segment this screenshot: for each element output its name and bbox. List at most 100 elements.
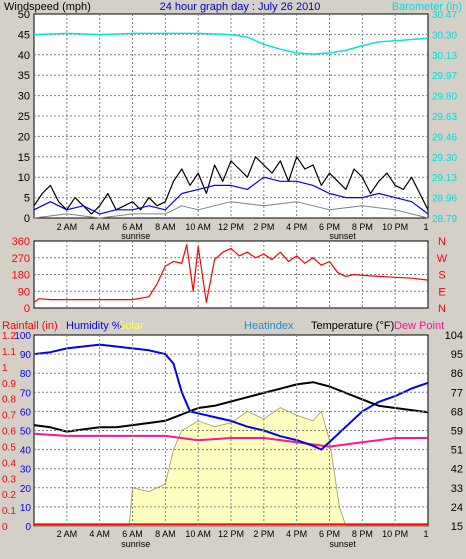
x-tick-label: 4 PM [286,529,307,539]
temperature-y-tick: 104 [445,330,463,342]
wind-y-tick: 50 [18,9,30,21]
wind-y-tick: 0 [24,213,30,225]
barometer-y-tick: 29.63 [432,112,457,123]
humidity-y-tick: 40 [20,446,32,457]
compass-y-tick: W [437,253,448,265]
rain-y-tick: 0.7 [2,411,16,422]
x-tick-label: 12 PM [218,529,244,539]
temperature-y-tick: 95 [451,349,463,361]
legend-solar: Solar [118,320,144,332]
barometer-line [33,32,429,55]
x-tick-label: 1 [423,529,428,539]
temperature-y-tick: 86 [451,368,463,380]
barometer-y-tick: 29.80 [432,92,457,103]
temperature-y-tick: 51 [451,445,463,457]
sunset-label: sunset [329,539,356,549]
rain-y-tick: 1.2 [2,331,16,342]
x-tick-label: 8 PM [352,222,373,232]
humidity-y-tick: 20 [20,484,32,495]
x-tick-label: 6 PM [319,222,340,232]
direction-y-tick: 90 [18,286,30,298]
direction-y-tick: 270 [12,253,30,265]
barometer-y-tick: 29.46 [432,132,457,143]
humidity-y-tick: 50 [20,427,32,438]
x-tick-label: 10 PM [382,529,408,539]
panel3-legend: Rainfall (in) Humidity % Solar Heatindex… [2,320,444,332]
temperature-y-tick: 33 [451,483,463,495]
x-tick-label: 10 AM [185,529,211,539]
x-tick-label: 2 AM [57,222,78,232]
wind-y-tick: 40 [18,50,30,62]
compass-y-tick: E [438,286,445,298]
barometer-y-tick: 29.30 [432,153,457,164]
x-tick-label: 12 PM [218,222,244,232]
barometer-y-tick: 29.97 [432,71,457,82]
compass-y-tick: N [438,303,446,315]
wind-average-line [33,176,429,215]
x-tick-label: 6 PM [319,529,340,539]
legend-heatindex: Heatindex [244,320,294,332]
rain-y-tick: 0.2 [2,490,16,501]
compass-y-tick: S [438,270,445,282]
humidity-y-tick: 80 [20,369,32,380]
direction-grid [34,241,428,308]
legend-rainfall: Rainfall (in) [2,320,58,332]
direction-y-tick: 360 [12,236,30,248]
x-tick-label: 1 [423,222,428,232]
barometer-axis-title: Barometer (in) [392,1,462,13]
temperature-y-tick: 77 [451,387,463,399]
humidity-y-tick: 100 [14,331,31,342]
wind-y-tick: 5 [24,193,30,205]
barometer-y-tick: 28.96 [432,194,457,205]
compass-y-tick: N [438,236,446,248]
direction-series [33,244,429,303]
barometer-y-tick: 30.13 [432,51,457,62]
x-tick-label: 4 AM [89,222,110,232]
wind-series [33,32,429,219]
humidity-y-tick: 0 [25,522,31,533]
temperature-y-tick: 42 [451,464,463,476]
humidity-y-tick: 10 [20,503,32,514]
rain-y-tick: 0.8 [2,395,16,406]
rain-y-tick: 0.3 [2,474,16,485]
wind-direction-line [33,244,429,303]
x-tick-label: 2 PM [253,529,274,539]
rain-y-tick: 0.1 [2,506,16,517]
wind-y-tick: 30 [18,91,30,103]
legend-temperature: Temperature (°F) [311,320,394,332]
temperature-y-tick: 59 [451,426,463,438]
wind-y-tick: 20 [18,131,30,143]
wind-min-line [33,201,429,219]
barometer-y-tick: 28.79 [432,214,457,225]
x-tick-label: 2 AM [57,529,78,539]
temperature-y-tick: 15 [451,521,463,533]
humidity-line [33,343,429,451]
temperature-tick-labels: 0 0.1 0.2 0.3 0.4 0.5 0.6 0.7 0.8 0.9 1 1.1 1.2 0 10 20… [2,330,463,549]
sunset-label: sunset [329,231,356,241]
x-tick-label: 10 PM [382,222,408,232]
barometer-y-tick: 30.30 [432,30,457,41]
graph-title: 24 hour graph day : July 26 2010 [160,1,321,13]
x-tick-label: 8 AM [155,222,176,232]
wind-y-tick: 35 [18,70,30,82]
rain-y-tick: 1 [2,363,8,374]
humidity-y-tick: 60 [20,407,32,418]
windspeed-line [33,156,429,215]
direction-y-tick: 0 [24,303,30,315]
temperature-y-tick: 24 [451,502,463,514]
legend-humidity: Humidity % [66,320,122,332]
rain-y-tick: 0.5 [2,442,16,453]
humidity-y-tick: 90 [20,350,32,361]
rain-y-tick: 0.4 [2,458,16,469]
barometer-y-tick: 29.13 [432,173,457,184]
sunrise-label: sunrise [121,231,150,241]
x-tick-label: 4 AM [89,529,110,539]
wind-y-tick: 15 [18,152,30,164]
direction-y-tick: 180 [12,270,30,282]
humidity-y-tick: 70 [20,388,32,399]
x-tick-label: 10 AM [185,222,211,232]
rain-y-tick: 1.1 [2,347,16,358]
wind-tick-labels: 0 5 10 15 20 25 30 35 40 45 50 28.79 28.96 29.13 29.30… [18,9,458,241]
